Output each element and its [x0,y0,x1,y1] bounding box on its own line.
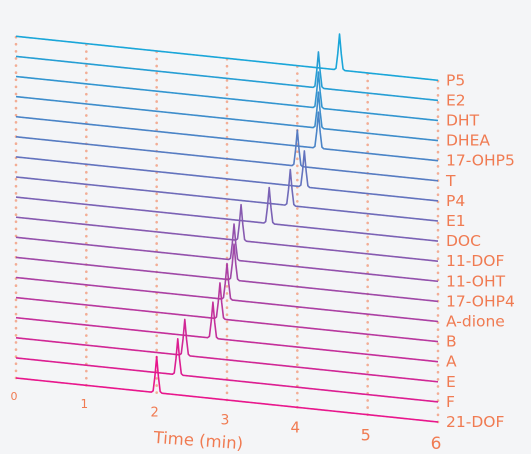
series-line-17-ohp4 [15,243,439,303]
series-label-e2: E2 [446,91,466,109]
x-tick-label-0: 0 [11,390,18,403]
series-label-e1: E1 [446,212,466,230]
x-tick-label-5: 5 [361,426,371,445]
x-tick-label-2: 2 [151,405,159,420]
series-labels: P5 E2 DHT DHEA 17-OHP5 T P4 E1 DOC 11-DOF 11-OHT 17… [445,71,515,431]
series-label-11-dof: 11-DOF [446,252,504,270]
series-label-17-ohp5: 17-OHP5 [446,152,515,170]
series-label-t: T [445,172,456,190]
series-label-p5: P5 [446,71,465,89]
series-label-a: A [446,353,457,371]
series-line-t [15,129,439,182]
x-tick-label-6: 6 [431,434,442,454]
grid-lines [14,34,440,424]
series-label-17-ohp4: 17-OHP4 [446,292,515,310]
series-line-11-oht [15,223,439,283]
x-tick-label-4: 4 [291,419,301,437]
series-group [15,33,439,423]
series-label-dht: DHT [446,112,480,130]
series-label-e: E [446,373,456,391]
series-label-p4: P4 [446,192,465,210]
series-label-doc: DOC [446,232,481,250]
series-line-b [15,282,439,343]
series-line-f [15,337,439,403]
series-line-p4 [15,150,439,202]
series-line-21-dof [15,355,439,423]
x-tick-label-1: 1 [81,397,89,411]
series-label-a-dione: A-dione [446,313,505,331]
series-line-e [15,318,439,383]
series-label-11-oht: 11-OHT [446,272,506,290]
series-label-b: B [446,333,457,351]
series-line-doc [15,186,439,242]
series-line-p5 [15,33,439,82]
series-line-e2 [15,51,439,102]
series-line-a-dione [15,262,439,323]
series-line-dht [15,71,439,122]
series-line-11-dof [15,203,439,262]
series-line-17-ohp5 [15,111,439,162]
series-line-a [15,301,439,363]
series-line-dhea [15,91,439,142]
series-line-e1 [15,168,439,222]
series-label-21-dof: 21-DOF [446,413,504,431]
series-label-dhea: DHEA [446,132,490,150]
x-tick-labels: 0 1 2 3 4 5 6 [11,390,442,454]
x-axis-title: Time (min) [152,428,244,453]
series-label-f: F [446,393,455,411]
x-tick-label-3: 3 [221,412,230,428]
